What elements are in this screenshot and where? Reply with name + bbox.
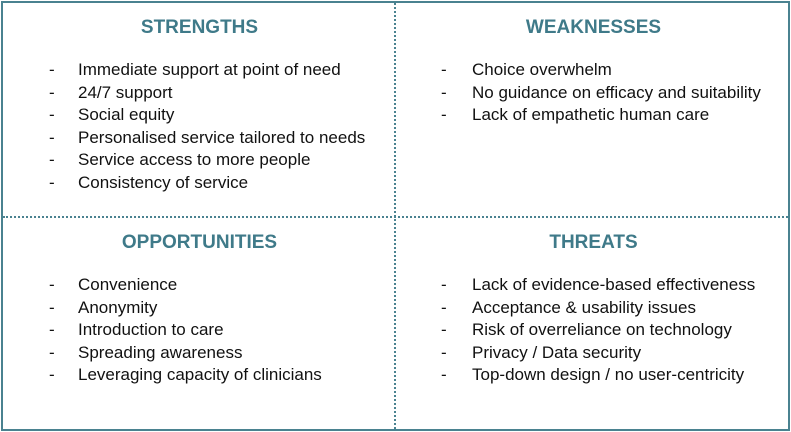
list-item: Anonymity xyxy=(3,297,322,320)
item-list: Choice overwhelmNo guidance on efficacy … xyxy=(397,59,761,127)
quadrant-title: THREATS xyxy=(549,232,638,253)
list-item: Leveraging capacity of clinicians xyxy=(3,364,322,387)
quadrant: WEAKNESSES Choice overwhelmNo guidance on… xyxy=(397,3,790,215)
list-item: Choice overwhelm xyxy=(397,59,761,82)
quadrant: STRENGTHS Immediate support at point of n… xyxy=(3,3,396,215)
item-list: Immediate support at point of need24/7 s… xyxy=(3,59,365,195)
list-item: Immediate support at point of need xyxy=(3,59,365,82)
item-list: Lack of evidence-based effectivenessAcce… xyxy=(397,274,755,387)
horizontal-divider xyxy=(3,216,788,218)
item-list: ConvenienceAnonymityIntroduction to care… xyxy=(3,274,322,387)
list-item: Convenience xyxy=(3,274,322,297)
quadrant-title: OPPORTUNITIES xyxy=(121,232,278,253)
list-item: Top-down design / no user-centricity xyxy=(397,364,755,387)
quadrant: THREATS Lack of evidence-based effectiven… xyxy=(397,218,790,430)
list-item: Introduction to care xyxy=(3,319,322,342)
quadrant: OPPORTUNITIES ConvenienceAnonymityIntrodu… xyxy=(3,218,396,430)
list-item: Service access to more people xyxy=(3,149,365,172)
quadrant-title: STRENGTHS xyxy=(140,17,259,38)
quadrant-title: WEAKNESSES xyxy=(525,17,662,38)
list-item: 24/7 support xyxy=(3,82,365,105)
list-item: Social equity xyxy=(3,104,365,127)
list-item: Acceptance & usability issues xyxy=(397,297,755,320)
list-item: Spreading awareness xyxy=(3,342,322,365)
list-item: Personalised service tailored to needs xyxy=(3,127,365,150)
list-item: Consistency of service xyxy=(3,172,365,195)
list-item: Privacy / Data security xyxy=(397,342,755,365)
list-item: Lack of evidence-based effectiveness xyxy=(397,274,755,297)
list-item: Lack of empathetic human care xyxy=(397,104,761,127)
list-item: Risk of overreliance on technology xyxy=(397,319,755,342)
list-item: No guidance on efficacy and suitability xyxy=(397,82,761,105)
